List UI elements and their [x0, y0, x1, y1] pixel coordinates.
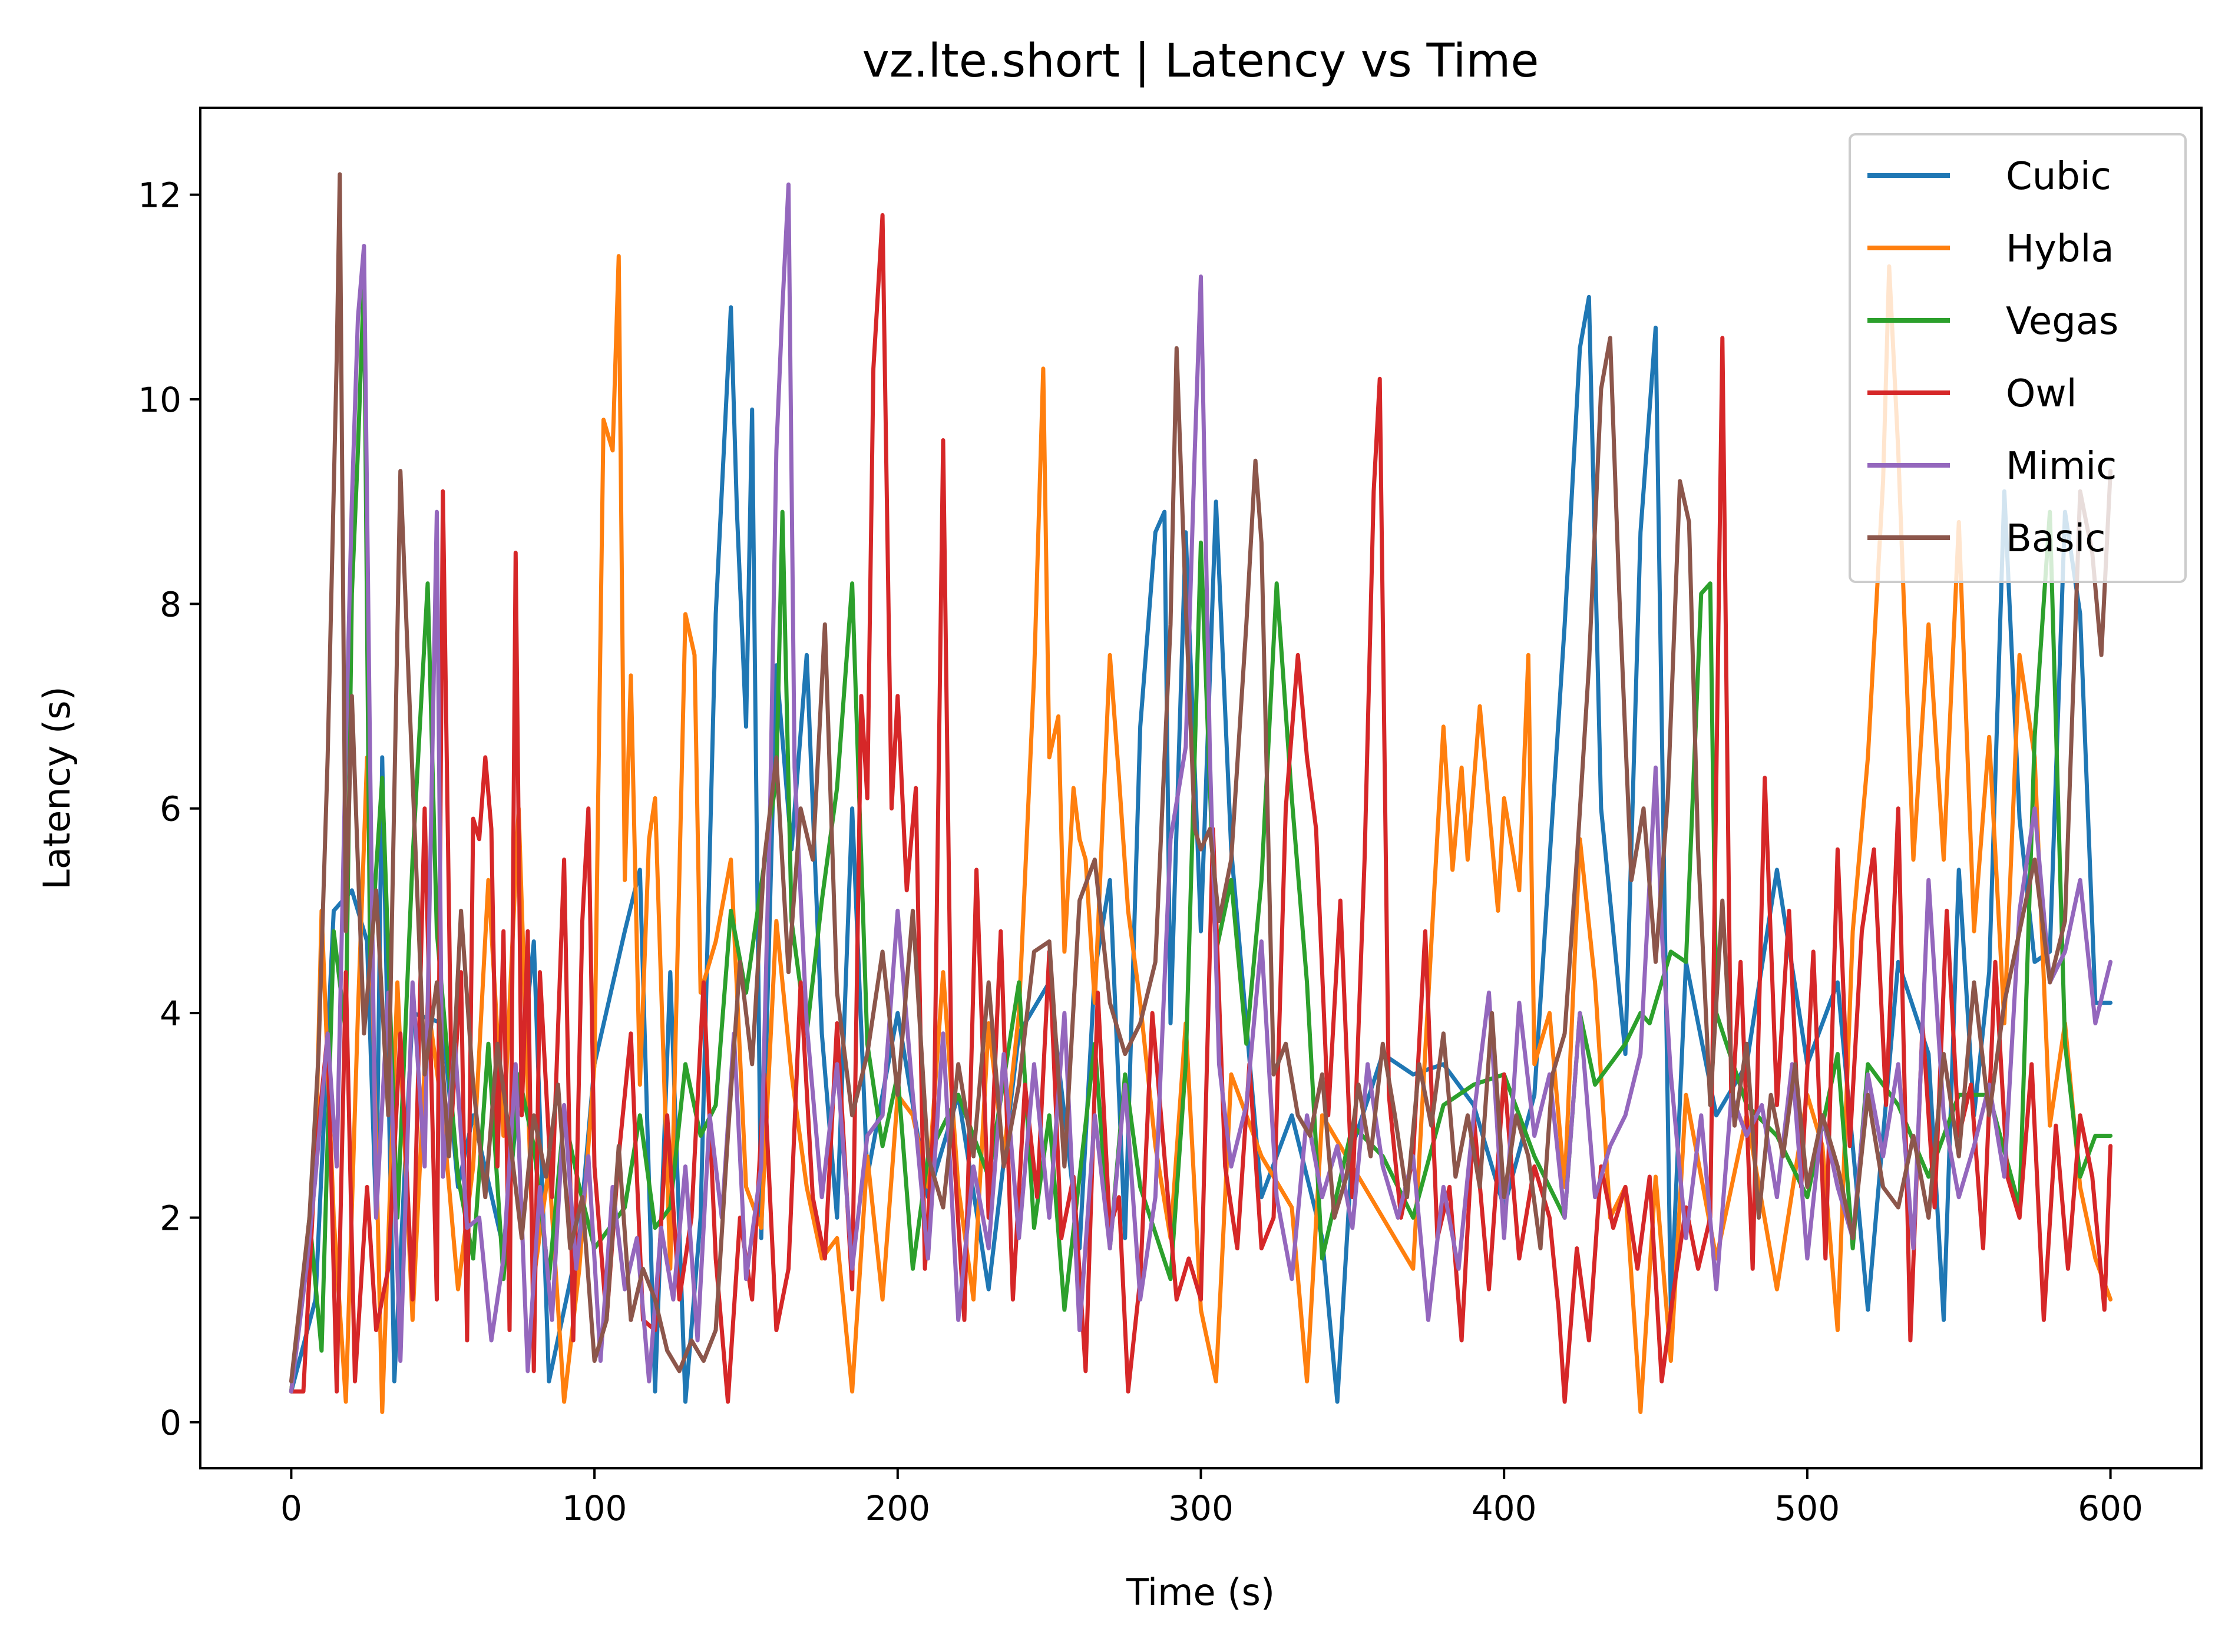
series-line-owl	[289, 213, 2113, 1404]
legend: Cubic Hybla Vegas Owl Mimic Basic	[1849, 133, 2187, 583]
legend-label-hybla: Hybla	[2006, 227, 2114, 271]
x-tick-label: 600	[2078, 1488, 2143, 1528]
y-axis-ticks: 0 2 4 6 8 10 12	[138, 176, 200, 1443]
legend-box	[1849, 133, 2187, 583]
y-tick-label: 10	[138, 380, 181, 420]
x-tick-label: 0	[280, 1488, 302, 1528]
y-tick-label: 2	[160, 1198, 181, 1238]
chart-title: vz.lte.short | Latency vs Time	[862, 35, 1539, 88]
x-tick-label: 200	[865, 1488, 930, 1528]
series-lines	[289, 172, 2113, 1414]
y-tick-label: 12	[138, 176, 181, 216]
legend-label-basic: Basic	[2006, 517, 2105, 561]
x-tick-label: 100	[562, 1488, 627, 1528]
y-axis-label: Latency (s)	[35, 686, 78, 889]
y-tick-label: 8	[160, 584, 181, 624]
legend-label-vegas: Vegas	[2006, 300, 2118, 343]
x-axis-label: Time (s)	[1126, 1571, 1275, 1614]
x-tick-label: 400	[1472, 1488, 1537, 1528]
y-tick-label: 6	[160, 789, 181, 829]
legend-label-owl: Owl	[2006, 372, 2077, 416]
x-tick-label: 300	[1168, 1488, 1234, 1528]
legend-label-mimic: Mimic	[2006, 445, 2117, 488]
series-line-mimic	[289, 182, 2113, 1394]
y-tick-label: 0	[160, 1403, 181, 1443]
series-line-basic	[289, 172, 2113, 1383]
x-axis-ticks: 0 100 200 300 400 500 600	[280, 1468, 2143, 1528]
legend-label-cubic: Cubic	[2006, 155, 2111, 198]
x-tick-label: 500	[1775, 1488, 1840, 1528]
y-tick-label: 4	[160, 994, 181, 1034]
